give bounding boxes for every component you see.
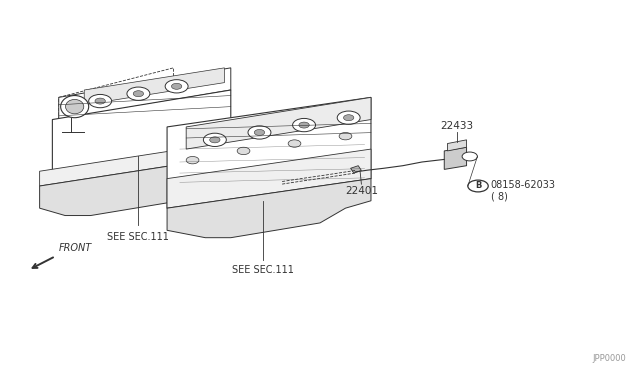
Polygon shape	[351, 166, 362, 173]
Circle shape	[165, 80, 188, 93]
Circle shape	[254, 129, 264, 135]
Circle shape	[133, 91, 143, 97]
Polygon shape	[167, 97, 371, 208]
Polygon shape	[186, 97, 371, 149]
Text: 08158-62033: 08158-62033	[491, 180, 556, 190]
Circle shape	[462, 152, 477, 161]
Circle shape	[186, 157, 199, 164]
Polygon shape	[167, 149, 371, 208]
Circle shape	[288, 140, 301, 147]
Text: ( 8): ( 8)	[491, 191, 508, 201]
Circle shape	[89, 94, 111, 108]
Ellipse shape	[65, 99, 84, 114]
Polygon shape	[84, 68, 225, 105]
Circle shape	[127, 87, 150, 100]
Text: B: B	[475, 182, 481, 190]
Circle shape	[210, 137, 220, 143]
Text: JPP0000: JPP0000	[592, 354, 626, 363]
Polygon shape	[444, 147, 467, 169]
Circle shape	[292, 118, 316, 132]
Circle shape	[344, 115, 354, 121]
Circle shape	[95, 98, 106, 104]
Polygon shape	[40, 157, 231, 215]
Circle shape	[237, 147, 250, 155]
Circle shape	[339, 132, 352, 140]
Circle shape	[299, 122, 309, 128]
Polygon shape	[59, 68, 231, 119]
Text: 22401: 22401	[345, 186, 378, 196]
Circle shape	[337, 111, 360, 124]
Polygon shape	[447, 140, 467, 151]
Circle shape	[468, 180, 488, 192]
Circle shape	[204, 133, 227, 147]
Polygon shape	[52, 90, 231, 186]
Polygon shape	[167, 179, 371, 238]
Circle shape	[172, 83, 182, 89]
Ellipse shape	[61, 96, 89, 118]
Text: FRONT: FRONT	[59, 243, 92, 253]
Text: 22433: 22433	[440, 121, 474, 131]
Circle shape	[248, 126, 271, 139]
Text: SEE SEC.111: SEE SEC.111	[108, 232, 170, 242]
Polygon shape	[40, 142, 231, 186]
Text: SEE SEC.111: SEE SEC.111	[232, 265, 294, 275]
